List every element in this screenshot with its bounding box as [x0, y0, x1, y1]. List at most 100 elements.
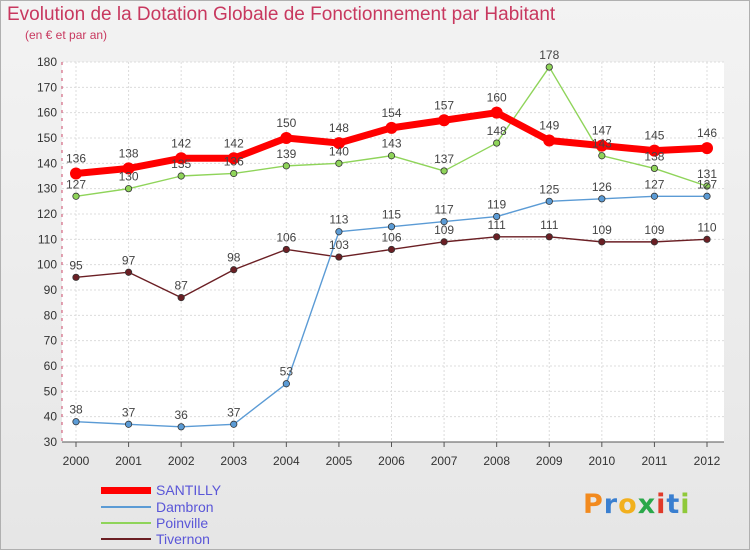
data-point-tivernon	[545, 233, 553, 241]
data-label-tivernon: 97	[122, 253, 136, 267]
data-label-tivernon: 106	[381, 230, 401, 244]
data-point-tivernon	[650, 238, 659, 246]
data-label-dambron: 36	[174, 408, 188, 422]
chart-subtitle: (en € et par an)	[25, 28, 108, 42]
data-point-poinville	[72, 192, 80, 200]
data-point-santilly	[70, 167, 82, 180]
x-tick-label: 2003	[220, 454, 247, 468]
x-tick-label: 2005	[326, 454, 353, 468]
data-point-santilly	[490, 106, 503, 119]
data-point-tivernon	[493, 233, 501, 241]
data-point-dambron	[72, 418, 80, 426]
data-label-poinville: 139	[276, 147, 296, 161]
data-point-santilly	[227, 152, 240, 165]
data-point-santilly	[385, 121, 398, 134]
y-tick-label: 80	[44, 308, 58, 322]
legend-swatch-poinville	[101, 522, 151, 524]
data-label-santilly: 148	[329, 121, 349, 135]
data-point-poinville	[440, 167, 448, 175]
logo-letter: i	[656, 489, 667, 520]
data-label-poinville: 130	[119, 170, 139, 184]
data-label-poinville: 143	[381, 137, 401, 151]
data-point-tivernon	[598, 238, 606, 246]
chart-title: Evolution de la Dotation Globale de Fonc…	[7, 4, 556, 25]
data-label-dambron: 115	[382, 208, 401, 222]
data-point-tivernon	[177, 293, 185, 302]
y-tick-label: 120	[37, 207, 57, 221]
data-point-santilly	[595, 139, 608, 152]
data-point-dambron	[282, 380, 290, 388]
data-point-poinville	[335, 159, 343, 167]
data-label-santilly: 157	[434, 98, 454, 112]
data-point-dambron	[440, 218, 448, 226]
data-label-poinville: 143	[592, 137, 612, 151]
data-point-dambron	[335, 228, 343, 236]
data-label-santilly: 138	[119, 146, 139, 160]
proxiti-logo: Proxiti	[583, 489, 691, 520]
data-point-dambron	[598, 195, 606, 203]
legend-label-santilly: SANTILLY	[156, 482, 222, 498]
logo-letter: P	[583, 489, 604, 520]
data-label-poinville: 148	[487, 124, 507, 138]
logo-letter: x	[637, 489, 657, 520]
data-point-tivernon	[440, 238, 448, 246]
logo-letter: t	[666, 489, 681, 520]
axes: 30 40 50 60 70 80 90 100 110 120 130 140 150 160 170 18…	[37, 55, 724, 468]
data-label-tivernon: 109	[434, 223, 454, 237]
data-point-tivernon	[124, 268, 133, 276]
data-point-santilly	[122, 162, 135, 175]
logo-letter: r	[603, 489, 619, 520]
data-label-tivernon: 98	[227, 251, 241, 265]
y-tick-label: 90	[44, 283, 58, 297]
y-tick-label: 170	[37, 80, 57, 94]
data-label-tivernon: 109	[592, 223, 612, 237]
x-tick-label: 2007	[431, 454, 458, 468]
data-label-tivernon: 87	[174, 279, 188, 293]
data-label-tivernon: 111	[540, 218, 559, 232]
x-tick-label: 2010	[588, 454, 615, 468]
data-label-poinville: 135	[171, 157, 191, 171]
data-point-santilly	[543, 134, 556, 147]
data-point-tivernon	[282, 245, 290, 254]
data-label-santilly: 160	[487, 91, 507, 105]
data-label-poinville: 140	[329, 144, 349, 158]
x-tick-label: 2006	[378, 454, 405, 468]
data-point-santilly	[438, 114, 451, 127]
data-point-poinville	[703, 182, 711, 190]
data-point-santilly	[175, 152, 188, 165]
data-point-tivernon	[387, 245, 396, 254]
x-tick-label: 2004	[273, 454, 300, 468]
legend-swatch-dambron	[101, 506, 151, 508]
data-label-santilly: 136	[66, 151, 86, 165]
data-label-tivernon: 95	[69, 258, 83, 272]
y-tick-label: 110	[38, 232, 57, 246]
y-tick-label: 160	[37, 106, 57, 120]
data-label-santilly: 146	[697, 126, 717, 140]
data-point-santilly	[280, 132, 293, 144]
data-label-dambron: 37	[227, 405, 241, 419]
data-label-dambron: 126	[592, 180, 612, 194]
data-label-dambron: 117	[435, 203, 454, 217]
x-tick-label: 2009	[536, 454, 563, 468]
data-point-poinville	[493, 139, 501, 147]
data-point-tivernon	[703, 235, 711, 243]
data-label-poinville: 138	[644, 149, 664, 163]
y-tick-label: 150	[37, 131, 57, 145]
data-label-santilly: 154	[381, 106, 401, 120]
data-point-dambron	[650, 192, 659, 200]
y-tick-label: 140	[37, 156, 57, 170]
x-tick-label: 2001	[115, 454, 142, 468]
y-tick-label: 60	[44, 359, 58, 373]
data-point-dambron	[545, 197, 553, 205]
logo-letter: i	[680, 489, 691, 520]
data-point-tivernon	[335, 253, 343, 261]
data-point-santilly	[701, 142, 713, 155]
data-point-poinville	[282, 162, 290, 170]
data-point-dambron	[493, 212, 501, 221]
data-label-poinville: 131	[697, 167, 717, 181]
data-label-santilly: 145	[644, 129, 664, 143]
data-point-santilly	[332, 137, 345, 150]
legend-label-dambron: Dambron	[156, 499, 214, 515]
